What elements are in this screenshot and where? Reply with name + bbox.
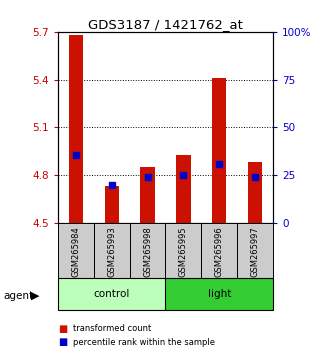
Bar (166, 278, 273, 310)
Text: ▶: ▶ (31, 291, 39, 301)
Text: GSM265996: GSM265996 (215, 226, 224, 277)
Bar (237, 223, 273, 278)
Text: control: control (94, 289, 130, 299)
Bar (69, 35, 83, 223)
Bar (212, 78, 226, 223)
Bar (166, 223, 201, 278)
Text: GSM265995: GSM265995 (179, 226, 188, 277)
Text: percentile rank within the sample: percentile rank within the sample (73, 338, 215, 347)
Bar (140, 167, 155, 223)
Bar (201, 223, 237, 278)
Text: GSM265984: GSM265984 (71, 226, 80, 277)
Bar (94, 223, 130, 278)
Text: light: light (208, 289, 231, 299)
Bar (58, 278, 166, 310)
Bar (105, 186, 119, 223)
Text: GSM265997: GSM265997 (251, 226, 260, 277)
Text: GSM265998: GSM265998 (143, 226, 152, 277)
Text: GDS3187 / 1421762_at: GDS3187 / 1421762_at (88, 18, 243, 31)
Bar (130, 223, 166, 278)
Text: agent: agent (3, 291, 33, 301)
Text: GSM265993: GSM265993 (107, 226, 116, 277)
Bar (176, 154, 191, 223)
Text: ■: ■ (58, 337, 67, 347)
Text: ■: ■ (58, 324, 67, 333)
Bar (248, 162, 262, 223)
Text: transformed count: transformed count (73, 324, 151, 333)
Bar (58, 223, 94, 278)
